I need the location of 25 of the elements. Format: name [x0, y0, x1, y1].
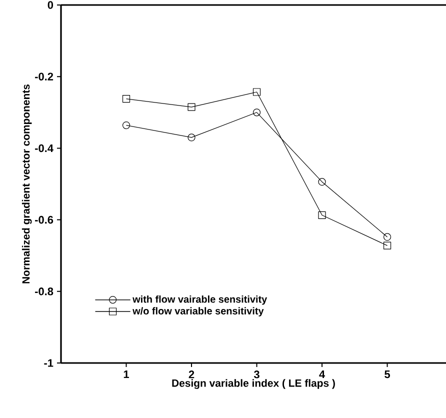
point	[188, 134, 196, 142]
point	[122, 121, 130, 130]
y-tick-label: -0.2	[35, 72, 54, 80]
y-tick-label: 0	[48, 1, 54, 9]
x-axis-title: Design variable index ( LE flaps )	[172, 379, 335, 389]
point	[383, 242, 392, 250]
y-tick-label: -0.6	[35, 216, 54, 224]
legend-label: with flow vairable sensitivity	[132, 295, 268, 305]
legend-label: w/o flow variable sensitivity	[132, 307, 264, 316]
x-tick-label: 2	[188, 370, 194, 378]
x-tick-label: 5	[384, 370, 390, 378]
point	[318, 178, 326, 186]
y-tick-label: -0.8	[35, 288, 54, 296]
point	[122, 94, 130, 103]
point	[318, 211, 326, 219]
y-axis-title: Normalized gradient vector components	[22, 84, 32, 284]
x-tick-label: 1	[124, 370, 129, 378]
point	[252, 108, 261, 116]
point	[188, 103, 196, 111]
x-tick-label: 3	[254, 370, 260, 378]
y-tick-label: -1	[44, 359, 54, 367]
point	[383, 233, 392, 241]
point	[252, 88, 261, 96]
x-tick-label: 4	[319, 370, 325, 378]
y-tick-label: -0.4	[35, 144, 54, 152]
